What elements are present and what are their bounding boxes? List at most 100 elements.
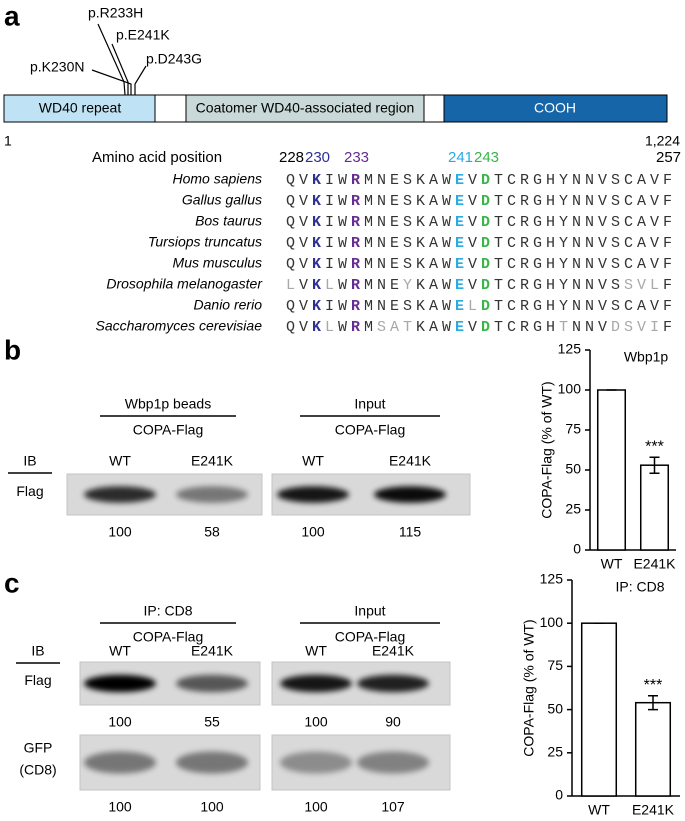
- blot-band: [176, 751, 248, 774]
- y-tick-label: 25: [547, 744, 563, 760]
- lane-label: WT: [109, 643, 131, 659]
- quantification: 100: [301, 524, 325, 540]
- y-tick-label: 0: [555, 787, 563, 803]
- lane-label: E241K: [191, 643, 234, 659]
- species-name: Homo sapiens: [173, 171, 263, 187]
- lane-label: E241K: [191, 453, 234, 469]
- end-position: 1,224: [645, 133, 680, 149]
- x-tick-label: WT: [601, 556, 623, 572]
- blot-band: [84, 751, 156, 774]
- y-tick-label: 75: [565, 421, 581, 437]
- lane-label: E241K: [372, 643, 415, 659]
- position-number: 230: [305, 149, 330, 166]
- y-tick-label: 75: [547, 657, 563, 673]
- row-label: (CD8): [19, 762, 56, 778]
- quantification: 100: [304, 799, 328, 815]
- y-axis-label: COPA-Flag (% of WT): [521, 619, 537, 756]
- quantification: 58: [204, 524, 220, 540]
- row-label: GFP: [24, 740, 53, 756]
- domain-label: COOH: [534, 100, 576, 116]
- position-number: 228: [279, 149, 304, 166]
- bar: [639, 464, 670, 551]
- error-bar: [648, 695, 658, 711]
- position-number: 257: [656, 149, 681, 166]
- species-name: Mus musculus: [173, 255, 262, 271]
- quantification: 100: [108, 524, 132, 540]
- panel-label: a: [4, 0, 20, 31]
- blot-band: [84, 674, 156, 693]
- species-name: Drosophila melanogaster: [106, 276, 263, 292]
- row-label: Flag: [24, 672, 51, 688]
- y-axis-label: COPA-Flag (% of WT): [539, 381, 555, 518]
- y-tick-label: 100: [558, 381, 582, 397]
- quantification: 107: [381, 799, 405, 815]
- blot-band: [357, 751, 429, 774]
- blot-band: [277, 486, 349, 503]
- species-name: Gallus gallus: [182, 192, 262, 208]
- quantification: 115: [399, 524, 422, 540]
- chart-title: Wbp1p: [624, 349, 669, 365]
- mutation-label: p.R233H: [88, 5, 143, 21]
- position-number: 233: [344, 149, 369, 166]
- panel-label: c: [4, 567, 20, 598]
- blot-band: [280, 674, 352, 693]
- lane-label: WT: [109, 453, 131, 469]
- ib-label: IB: [31, 643, 44, 659]
- start-position: 1: [4, 133, 12, 149]
- significance: ***: [644, 677, 663, 694]
- ib-label: IB: [23, 453, 36, 469]
- blot-band: [280, 751, 352, 774]
- bar: [634, 701, 672, 797]
- x-tick-label: E241K: [632, 802, 675, 818]
- species-name: Bos taurus: [195, 213, 262, 229]
- row-label: Flag: [16, 483, 43, 499]
- y-tick-label: 50: [565, 461, 581, 477]
- lane-label: WT: [305, 643, 327, 659]
- chart-title: IP: CD8: [615, 579, 664, 595]
- y-tick-label: 50: [547, 700, 563, 716]
- significance: ***: [645, 438, 664, 455]
- mutation-leaders: [91, 23, 147, 96]
- quantification: 90: [385, 714, 401, 730]
- blot-subheader: COPA-Flag: [335, 422, 406, 438]
- lane-label: WT: [302, 453, 324, 469]
- x-tick-label: WT: [588, 802, 610, 818]
- blot-header: Input: [354, 396, 385, 412]
- y-tick-label: 25: [565, 501, 581, 517]
- bar: [580, 622, 618, 797]
- quantification: 100: [200, 799, 224, 815]
- y-tick-label: 125: [558, 341, 582, 357]
- species-name: Danio rerio: [194, 297, 263, 313]
- mutation-label: p.E241K: [116, 27, 170, 43]
- species-name: Saccharomyces cerevisiae: [95, 318, 262, 334]
- position-title: Amino acid position: [92, 149, 222, 166]
- quantification: 100: [108, 799, 132, 815]
- species-name: Tursiops truncatus: [148, 234, 262, 250]
- blot-band: [176, 486, 248, 503]
- blot-header: Input: [354, 603, 385, 619]
- y-tick-label: 0: [573, 541, 581, 557]
- panel-label: b: [4, 334, 21, 365]
- blot-band: [357, 674, 429, 693]
- position-number: 241: [448, 149, 473, 166]
- mutation-label: p.D243G: [146, 51, 202, 67]
- x-tick-label: E241K: [633, 556, 676, 572]
- domain-label: Coatomer WD40-associated region: [196, 100, 415, 116]
- blot-subheader: COPA-Flag: [335, 629, 406, 645]
- blot-subheader: COPA-Flag: [133, 629, 204, 645]
- blot-band: [176, 674, 248, 693]
- y-tick-label: 100: [540, 614, 564, 630]
- blot-header: IP: CD8: [143, 603, 192, 619]
- quantification: 100: [304, 714, 328, 730]
- position-number: 243: [474, 149, 499, 166]
- error-bar: [649, 456, 660, 474]
